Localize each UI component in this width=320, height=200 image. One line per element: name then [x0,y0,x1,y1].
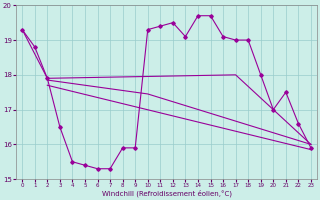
X-axis label: Windchill (Refroidissement éolien,°C): Windchill (Refroidissement éolien,°C) [101,190,232,197]
